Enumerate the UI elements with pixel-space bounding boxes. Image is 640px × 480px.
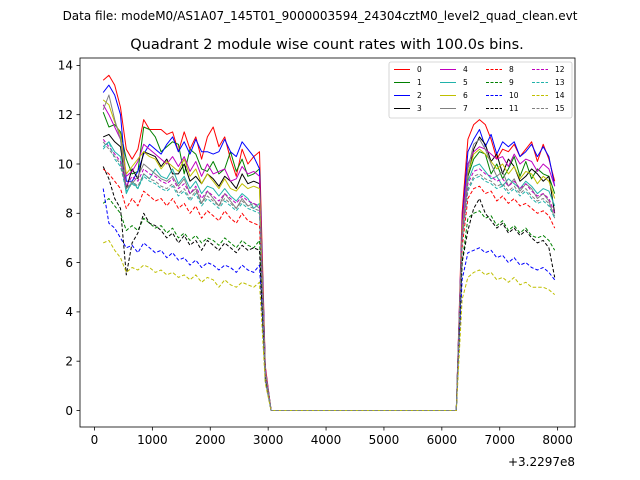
plot-frame — [79, 57, 576, 428]
legend-label-14: 14 — [555, 91, 565, 100]
y-tick-label: 10 — [58, 157, 73, 171]
series-line-0 — [102, 74, 556, 411]
legend-label-7: 7 — [463, 104, 468, 113]
legend-frame — [388, 61, 573, 119]
x-tick-label: 4000 — [311, 433, 342, 447]
legend-label-0: 0 — [417, 65, 422, 74]
legend-label-13: 13 — [555, 78, 565, 87]
y-tick-label: 4 — [65, 305, 73, 319]
legend-label-9: 9 — [509, 78, 514, 87]
series-line-10 — [102, 188, 556, 411]
series-line-2 — [102, 84, 556, 411]
legend-label-8: 8 — [509, 65, 514, 74]
y-tick-label: 14 — [58, 59, 73, 73]
y-axis: 0 2 4 6 8 10 12 14 — [58, 59, 80, 418]
x-axis-offset-label: +3.2297e8 — [508, 455, 575, 469]
x-tick-label: 3000 — [253, 433, 284, 447]
series-line-11 — [102, 166, 556, 411]
series-line-4 — [102, 104, 556, 411]
chart-title: Quadrant 2 module wise count rates with … — [130, 37, 524, 53]
legend-label-2: 2 — [417, 91, 422, 100]
series-line-13 — [102, 141, 556, 411]
series-line-3 — [102, 133, 556, 411]
legend-label-11: 11 — [509, 104, 519, 113]
legend-label-4: 4 — [463, 65, 468, 74]
x-axis: 0 1000 2000 3000 4000 5000 6000 7000 8000 — [91, 427, 573, 447]
legend-label-12: 12 — [555, 65, 565, 74]
x-tick-label: 5000 — [369, 433, 400, 447]
x-tick-label: 2000 — [195, 433, 226, 447]
legend-label-5: 5 — [463, 78, 468, 87]
legend-label-3: 3 — [417, 104, 422, 113]
series-line-12 — [102, 138, 556, 411]
x-tick-label: 7000 — [484, 433, 515, 447]
legend-label-10: 10 — [509, 91, 519, 100]
series-line-8 — [102, 168, 556, 411]
legend-label-15: 15 — [555, 104, 565, 113]
y-tick-label: 2 — [65, 354, 73, 368]
series-line-6 — [102, 99, 556, 411]
y-tick-label: 12 — [58, 108, 73, 122]
plot-area — [80, 58, 575, 427]
series-line-14 — [102, 239, 556, 411]
legend-label-6: 6 — [463, 91, 468, 100]
y-tick-label: 8 — [65, 207, 73, 221]
y-tick-label: 0 — [65, 404, 73, 418]
series-line-15 — [102, 141, 556, 411]
x-tick-label: 8000 — [542, 433, 573, 447]
legend-label-1: 1 — [417, 78, 422, 87]
x-tick-label: 6000 — [427, 433, 458, 447]
series-line-1 — [102, 112, 556, 411]
series-layer — [102, 74, 556, 411]
x-tick-label: 1000 — [137, 433, 168, 447]
x-tick-label: 0 — [91, 433, 99, 447]
y-tick-label: 6 — [65, 256, 73, 270]
suptitle: Data file: modeM0/AS1A07_145T01_90000035… — [63, 9, 578, 23]
